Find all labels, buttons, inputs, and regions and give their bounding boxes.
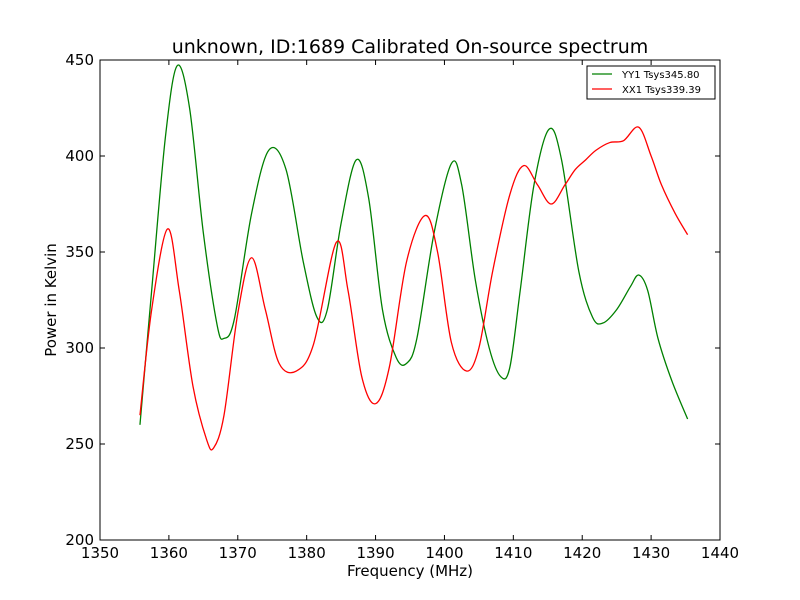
x-axis-label: Frequency (MHz) [347,562,473,580]
legend-label-xx1: XX1 Tsys339.39 [622,85,701,96]
x-tick-label: 1360 [150,544,188,562]
x-tick-label: 1350 [81,544,119,562]
y-tick-label: 450 [65,51,94,69]
x-tick-label: 1380 [288,544,326,562]
plot-frame [99,59,721,541]
series-layer [139,64,689,451]
ticks-layer: 1350 1360 1370 1380 1390 1400 1410 1420 1430 1440… [65,51,739,562]
legend-label-yy1: YY1 Tsys345.80 [621,70,700,81]
x-tick-label: 1400 [425,544,463,562]
x-tick-label: 1420 [563,544,601,562]
chart-title: unknown, ID:1689 Calibrated On-source sp… [172,36,649,58]
legend: YY1 Tsys345.80 XX1 Tsys339.39 [586,65,716,100]
y-tick-label: 250 [65,435,94,453]
y-tick-label: 350 [65,243,94,261]
x-tick-label: 1390 [356,544,394,562]
legend-box [586,65,716,100]
y-tick-label: 200 [65,531,94,549]
series-line-yy1 [139,64,689,425]
x-tick-label: 1410 [494,544,532,562]
x-tick-label: 1430 [632,544,670,562]
y-axis-label: Power in Kelvin [42,243,60,357]
y-tick-label: 400 [65,147,94,165]
x-tick-label: 1370 [219,544,257,562]
y-tick-label: 300 [65,339,94,357]
series-line-xx1 [139,126,689,451]
x-tick-label: 1440 [701,544,739,562]
